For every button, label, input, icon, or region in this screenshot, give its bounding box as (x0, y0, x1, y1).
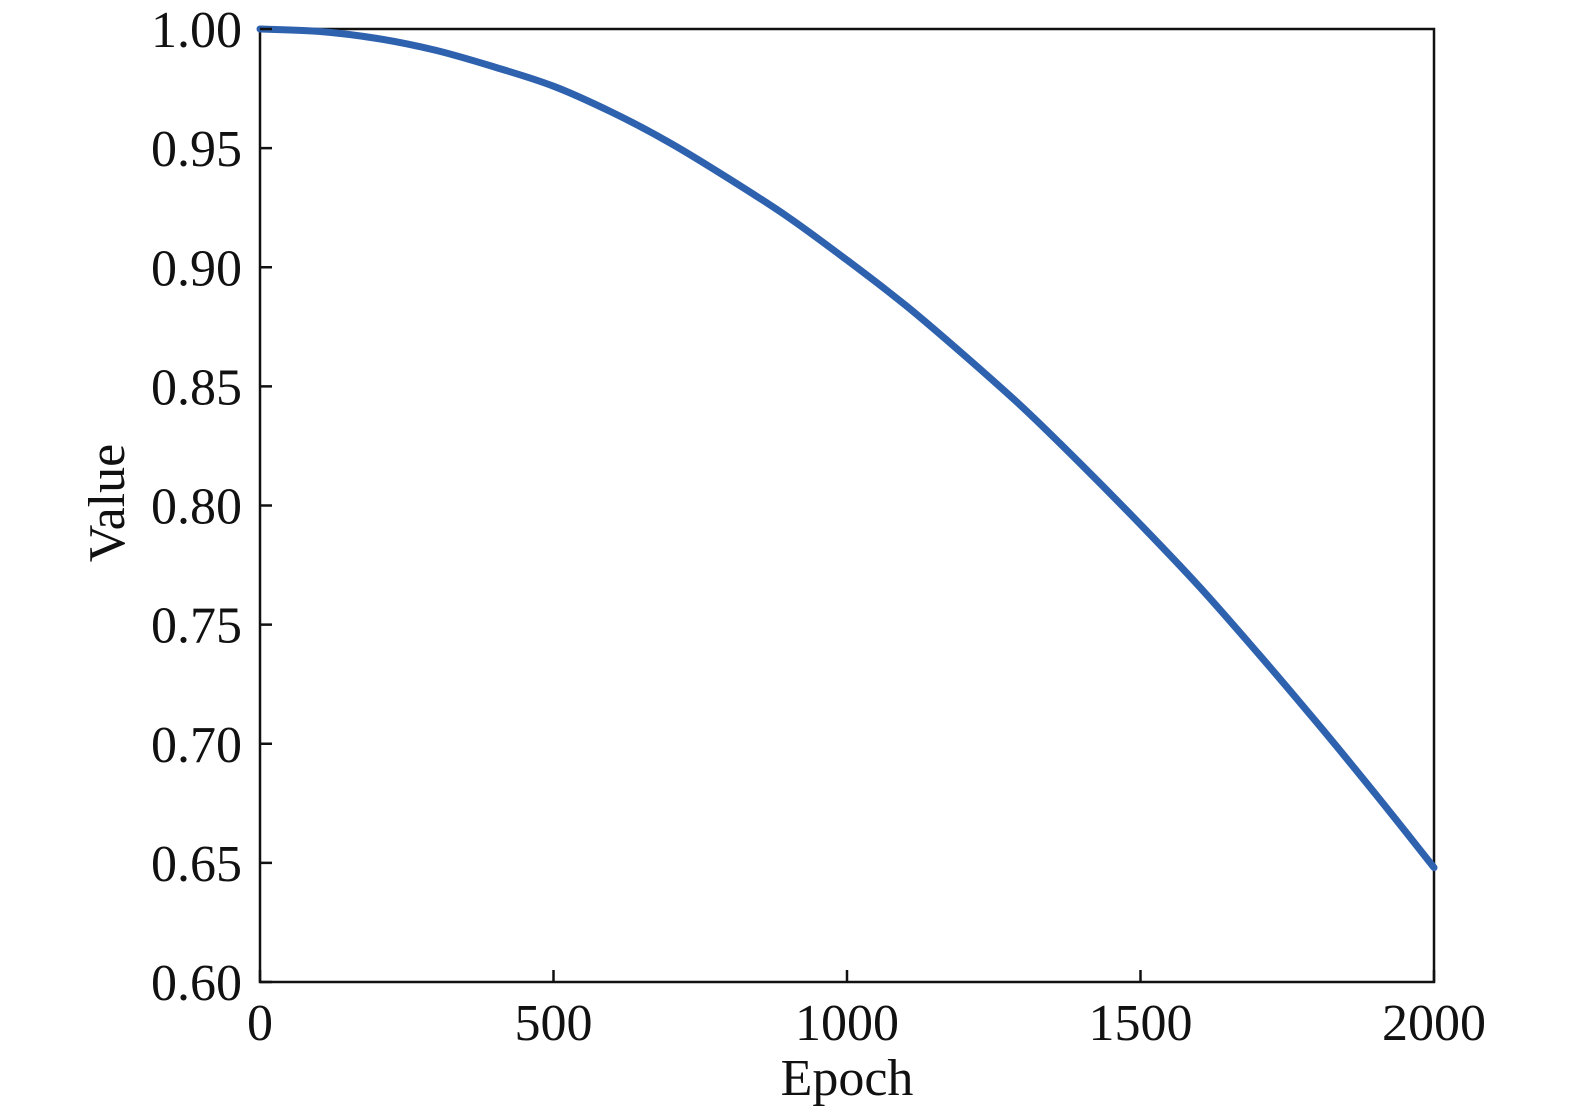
x-tick-label: 500 (515, 995, 593, 1052)
x-tick-label: 0 (247, 995, 273, 1052)
x-tick-label: 1000 (795, 995, 899, 1052)
x-tick-label: 2000 (1382, 995, 1486, 1052)
plot-frame (258, 27, 1436, 984)
plot-area (256, 25, 1438, 984)
y-tick-label: 0.60 (151, 955, 242, 1012)
y-tick-label: 0.95 (151, 121, 242, 178)
y-tick-label: 0.90 (151, 240, 242, 297)
y-tick-label: 0.75 (151, 598, 242, 655)
y-tick-label: 0.80 (151, 479, 242, 536)
y-axis-ticks: 0.60 0.65 0.70 0.75 0.80 0.85 0.90 0.95 1.00 (151, 2, 272, 1012)
y-tick-label: 0.70 (151, 717, 242, 774)
y-tick-label: 0.85 (151, 359, 242, 416)
x-axis-ticks: 0 500 1000 1500 2000 (247, 970, 1486, 1052)
x-axis-label: Epoch (781, 1050, 914, 1107)
x-tick-label: 1500 (1089, 995, 1193, 1052)
y-tick-label: 0.65 (151, 836, 242, 893)
y-tick-label: 1.00 (151, 2, 242, 59)
series-line (256, 25, 1438, 872)
y-axis-label: Value (79, 444, 136, 562)
